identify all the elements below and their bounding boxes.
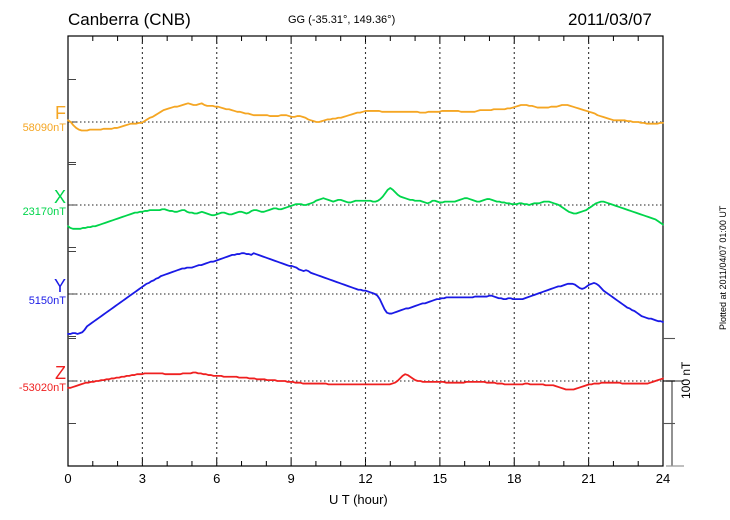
x-tick-label: 6 [213, 471, 221, 486]
plotted-timestamp: Plotted at 2011/04/07 01:00 UT [718, 205, 728, 330]
component-label-z: Z -53020nT [8, 364, 66, 394]
component-label-y: Y 5150nT [8, 277, 66, 307]
component-label-x: X 23170nT [8, 188, 66, 218]
x-tick-label: 0 [64, 471, 72, 486]
x-tick-label: 3 [138, 471, 146, 486]
x-tick-label: 21 [581, 471, 596, 486]
x-tick-label: 15 [432, 471, 448, 486]
observation-date: 2011/03/07 [568, 10, 652, 29]
plot-frame [67, 35, 664, 467]
trace-x [67, 187, 664, 230]
x-tick-label: 18 [507, 471, 522, 486]
component-value-y: 5150nT [28, 295, 66, 307]
station-title: Canberra (CNB) [68, 10, 191, 29]
component-value-x: 23170nT [22, 206, 66, 218]
x-tick-label: 9 [287, 471, 295, 486]
x-axis-title: U T (hour) [329, 492, 388, 507]
x-tick-label: 24 [655, 471, 671, 486]
trace-f [67, 102, 664, 132]
component-letter-x: X [53, 187, 66, 207]
component-value-z: -53020nT [18, 382, 66, 394]
trace-z [67, 371, 664, 391]
trace-y [67, 252, 664, 335]
component-label-f: F 58090nT [8, 104, 66, 134]
component-letter-z: Z [55, 363, 66, 383]
component-value-f: 58090nT [22, 122, 66, 134]
component-letter-y: Y [53, 276, 66, 296]
x-tick-label: 12 [358, 471, 373, 486]
scale-bar-label: 100 nT [679, 361, 693, 399]
geographic-coordinates: GG (-35.31°, 149.36°) [288, 14, 396, 26]
component-letter-f: F [55, 103, 66, 123]
